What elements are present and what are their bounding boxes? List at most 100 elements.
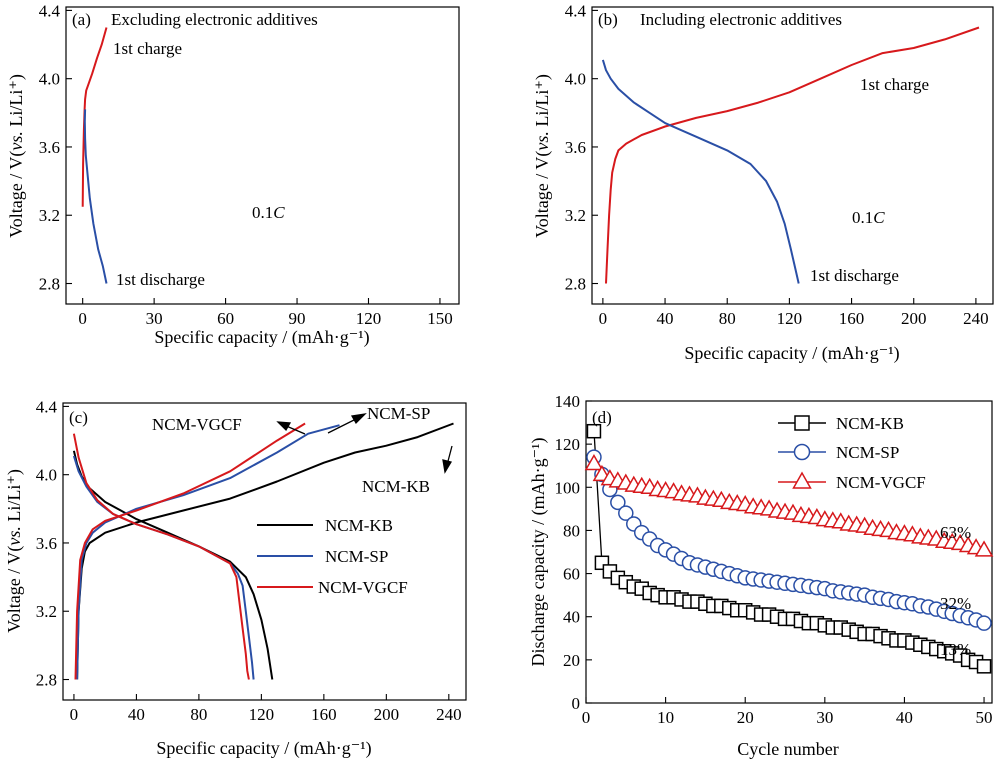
y-tick-label: 20 <box>563 651 580 670</box>
panel-a-rate-label: 0.1C <box>252 203 285 222</box>
point-square-ncm-kb <box>586 423 602 439</box>
x-tick-label: 90 <box>289 309 306 328</box>
y-tick-label: 2.8 <box>39 275 60 294</box>
panel-c-x-ticks: 0 40 80 120 160 200 240 <box>70 694 462 724</box>
x-tick-label: 240 <box>436 705 462 724</box>
panel-a-x-label: Specific capacity / (mAh·g⁻¹) <box>154 327 369 348</box>
x-tick-label: 10 <box>657 708 674 727</box>
x-tick-label: 0 <box>582 708 591 727</box>
panel-b-x-ticks: 0 40 80 120 160 200 240 <box>599 298 989 328</box>
x-tick-label: 30 <box>816 708 833 727</box>
panel-b-x-label: Specific capacity / (mAh·g⁻¹) <box>684 343 899 364</box>
point-triangle-ncm-vgcf <box>974 540 994 557</box>
series-line-1st-discharge <box>83 109 108 284</box>
x-tick-label: 200 <box>374 705 400 724</box>
panel-a: 2.8 3.2 3.6 4.0 4.4 0 30 60 90 120 150 (a) Exclud… <box>6 1 460 348</box>
legend-marker-vgcf <box>792 471 812 489</box>
panel-c-y-label: Voltage / V(vs. Li/Li⁺) <box>4 469 25 633</box>
panel-a-label: (a) <box>72 10 91 29</box>
legend-label-vgcf: NCM-VGCF <box>836 473 926 492</box>
panel-a-rate-value: 0.1 <box>252 203 273 222</box>
point-square-ncm-kb <box>976 659 992 674</box>
x-tick-label: 50 <box>976 708 993 727</box>
y-tick-label: 2.8 <box>565 275 586 294</box>
y-tick-label: 100 <box>555 478 581 497</box>
arrowhead-kb <box>442 459 453 474</box>
y-tick-label: 0 <box>572 694 581 713</box>
panel-b-title: Including electronic additives <box>640 10 842 29</box>
panel-b-charge-label: 1st charge <box>860 75 929 94</box>
legend-label-sp: NCM-SP <box>325 547 388 566</box>
panel-b-label: (b) <box>598 10 618 29</box>
retention-vgcf: 63% <box>940 523 971 542</box>
legend-label-kb: NCM-KB <box>836 414 904 433</box>
panel-b-rate-label: 0.1C <box>852 208 885 227</box>
retention-kb: 13% <box>940 640 971 659</box>
x-tick-label: 30 <box>146 309 163 328</box>
annotation-ncm-vgcf: NCM-VGCF <box>152 415 242 434</box>
legend-label-kb: NCM-KB <box>325 516 393 535</box>
panel-a-x-ticks: 0 30 60 90 120 150 <box>78 298 453 328</box>
x-tick-label: 80 <box>719 309 736 328</box>
panel-b-frame <box>591 6 994 305</box>
panel-d-y-label: Discharge capacity / (mAh·g⁻¹) <box>528 438 549 667</box>
y-label-pre: Voltage / V( <box>532 151 553 238</box>
panel-a-series <box>81 27 108 284</box>
series-line-ncm-vgcf <box>74 422 306 680</box>
panel-c: 2.8 3.2 3.6 4.0 4.4 0 40 80 120 160 200 240 (c) NC… <box>4 397 467 759</box>
point-circle-ncm-sp <box>618 505 634 521</box>
arrowhead-sp <box>350 413 367 425</box>
point-triangle-ncm-vgcf <box>584 454 604 471</box>
x-tick-label: 0 <box>70 705 79 724</box>
series-line-ncm-kb <box>76 422 454 680</box>
legend-marker-sp <box>793 443 811 461</box>
x-tick-label: 120 <box>249 705 275 724</box>
series-line-1st-discharge <box>601 59 800 284</box>
y-tick-label: 3.6 <box>36 534 57 553</box>
panel-a-rate-unit: C <box>273 203 285 222</box>
y-tick-label: 4.0 <box>36 466 57 485</box>
panel-a-discharge-label: 1st discharge <box>116 270 205 289</box>
panel-c-y-ticks: 2.8 3.2 3.6 4.0 4.4 <box>36 397 69 690</box>
panel-d-x-ticks: 0 10 20 30 40 50 <box>582 697 993 727</box>
x-tick-label: 150 <box>427 309 453 328</box>
panel-a-charge-label: 1st charge <box>113 39 182 58</box>
x-tick-label: 80 <box>190 705 207 724</box>
y-label-post: Li/Li⁺) <box>532 74 553 131</box>
panel-a-title: Excluding electronic additives <box>111 10 318 29</box>
x-tick-label: 40 <box>896 708 913 727</box>
y-tick-label: 3.6 <box>39 138 60 157</box>
y-label-pre: Voltage / V( <box>6 151 27 238</box>
panel-c-label: (c) <box>69 408 88 427</box>
x-tick-label: 0 <box>599 309 608 328</box>
y-tick-label: 3.6 <box>565 138 586 157</box>
x-tick-label: 240 <box>963 309 989 328</box>
y-tick-label: 3.2 <box>565 206 586 225</box>
y-tick-label: 4.0 <box>565 70 586 89</box>
point-circle-ncm-sp <box>976 615 992 631</box>
x-tick-label: 40 <box>657 309 674 328</box>
panel-b: 2.8 3.2 3.6 4.0 4.4 0 40 80 120 160 200 240 (b) In… <box>532 1 994 364</box>
y-tick-label: 2.8 <box>36 671 57 690</box>
y-tick-label: 120 <box>555 435 581 454</box>
panel-a-frame <box>65 6 460 305</box>
y-tick-label: 4.4 <box>36 397 58 416</box>
panel-a-y-label: Voltage / V(vs. Li/Li⁺) <box>6 74 27 238</box>
retention-sp: 32% <box>940 594 971 613</box>
panel-c-series <box>72 422 454 680</box>
y-tick-label: 3.2 <box>39 206 60 225</box>
series-line-1st-charge <box>81 27 108 207</box>
panel-d-frame <box>585 400 993 704</box>
arrow-sp <box>327 417 359 434</box>
panel-b-rate-value: 0.1 <box>852 208 873 227</box>
y-tick-label: 3.2 <box>36 602 57 621</box>
x-tick-label: 160 <box>311 705 337 724</box>
y-label-pre: Voltage / V( <box>4 546 25 633</box>
panel-d-x-label: Cycle number <box>737 739 838 759</box>
y-tick-label: 140 <box>555 392 581 411</box>
panel-d-y-ticks: 0 20 40 60 80 100 120 140 <box>555 392 592 713</box>
x-tick-label: 120 <box>356 309 382 328</box>
panel-b-y-label: Voltage / V(vs. Li/Li⁺) <box>532 74 553 238</box>
panel-c-frame <box>62 402 467 701</box>
